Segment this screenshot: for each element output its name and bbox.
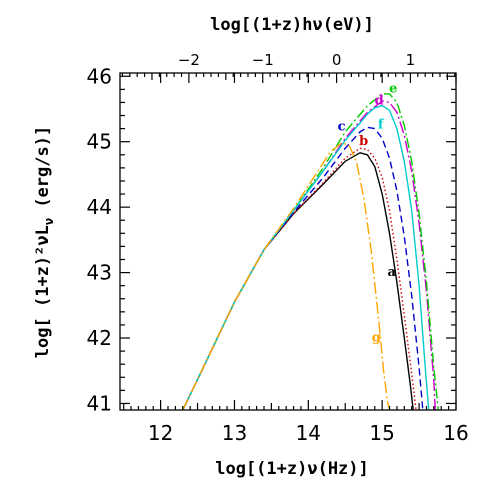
plot-frame xyxy=(119,72,457,411)
curve-g xyxy=(182,142,391,411)
x-tick-label: 16 xyxy=(443,421,468,445)
x-tick-label: 12 xyxy=(148,421,173,445)
x-axis-title: log[(1+z)ν(Hz)] xyxy=(215,459,369,479)
curve-label-a: a xyxy=(388,265,397,280)
y-tick-label: 46 xyxy=(87,64,112,88)
top-axis-title: log[(1+z)hν(eV)] xyxy=(210,15,374,35)
curve-label-g: g xyxy=(372,330,381,345)
curve-label-b: b xyxy=(359,134,368,149)
y-axis-title-sub: ν xyxy=(42,218,56,225)
y-tick-label: 44 xyxy=(87,195,112,219)
x-tick-label: 14 xyxy=(296,421,321,445)
y-tick-label: 45 xyxy=(87,130,112,154)
y-axis-title-unit: (erg/s)] xyxy=(33,126,53,218)
curve-label-f: f xyxy=(378,118,385,133)
curve-label-e: e xyxy=(389,82,397,97)
x-tick-label: 15 xyxy=(369,421,394,445)
top-tick-label: 0 xyxy=(332,51,342,69)
curve-a xyxy=(182,152,414,411)
top-tick-label: 1 xyxy=(406,51,416,69)
x-tick-label: 13 xyxy=(222,421,247,445)
curve-labels-layer: a bc de f g xyxy=(338,82,398,346)
curve-d xyxy=(182,100,436,411)
curve-f xyxy=(182,104,430,411)
top-tick-label: −2 xyxy=(178,51,200,69)
y-tick-label: 43 xyxy=(87,261,112,285)
curve-label-d: d xyxy=(375,93,384,108)
y-tick-label: 42 xyxy=(87,326,112,350)
y-tick-label: 41 xyxy=(87,391,112,415)
y-axis-title-main: log[ (1+z)²νL xyxy=(33,225,53,358)
curves-layer xyxy=(182,93,439,411)
y-axis-title: log[ (1+z)²νLν (erg/s)] xyxy=(33,126,56,358)
top-tick-label: −1 xyxy=(252,51,274,69)
curve-label-c: c xyxy=(338,120,346,135)
curve-e xyxy=(182,93,439,411)
ticks-layer: 12 13 14 15 16 −2 −1 0 1 41 42 43 44 45 46 xyxy=(87,51,469,445)
